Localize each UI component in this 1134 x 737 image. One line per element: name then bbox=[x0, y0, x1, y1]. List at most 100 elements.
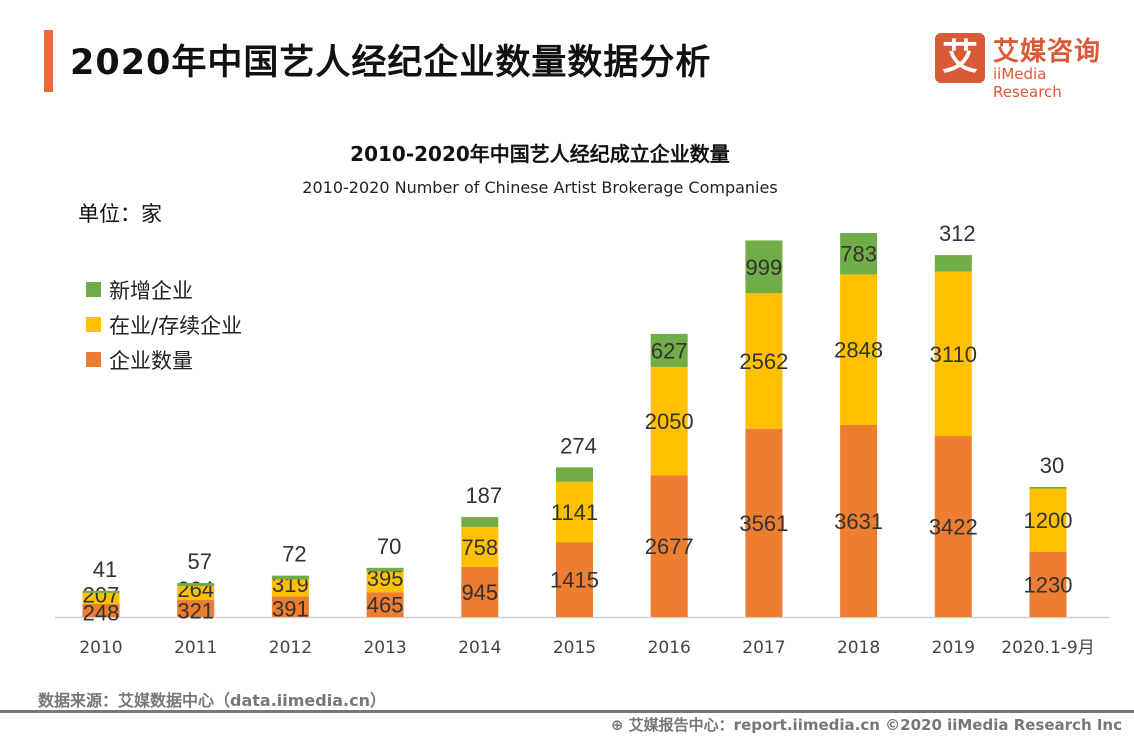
bar-segment bbox=[82, 592, 120, 604]
bar-segment bbox=[82, 603, 120, 617]
bar-segment bbox=[177, 586, 215, 601]
data-label: 30 bbox=[1040, 453, 1064, 478]
bar-segment bbox=[177, 600, 215, 617]
data-label: 57 bbox=[187, 549, 211, 574]
data-label: 1230 bbox=[1024, 572, 1073, 597]
x-tick-label: 2013 bbox=[363, 638, 406, 658]
globe-cursor-icon: ⊕ bbox=[610, 716, 629, 734]
logo-mark: 艾 bbox=[935, 33, 985, 83]
bar-segment bbox=[366, 571, 404, 593]
bar-segment bbox=[556, 481, 593, 543]
legend: 新增企业在业/存续企业 企业数量 bbox=[86, 272, 242, 377]
data-label: 72 bbox=[282, 542, 306, 567]
bar-segment bbox=[461, 517, 499, 527]
data-label: 2677 bbox=[645, 534, 694, 559]
x-tick-label: 2014 bbox=[458, 638, 501, 658]
title-accent-bar bbox=[44, 30, 53, 92]
data-label: 758 bbox=[461, 535, 498, 560]
data-label: 1200 bbox=[1024, 508, 1073, 533]
data-label: 312 bbox=[939, 221, 976, 246]
data-label: 2848 bbox=[834, 338, 883, 363]
chart-title: 2010-2020年中国艺人经纪成立企业数量 bbox=[350, 142, 730, 166]
bar-segment bbox=[366, 592, 404, 617]
logo-cn: 艾媒咨询 bbox=[993, 37, 1102, 67]
data-label: 2562 bbox=[739, 349, 788, 374]
x-tick-label: 2017 bbox=[742, 638, 785, 658]
data-label: 945 bbox=[461, 580, 498, 605]
legend-label: 企业数量 bbox=[109, 348, 193, 373]
legend-item: 新增企业 bbox=[86, 272, 242, 307]
data-label: 465 bbox=[367, 593, 404, 618]
bar-segment bbox=[271, 575, 309, 580]
data-label: 41 bbox=[93, 557, 117, 582]
x-tick-label: 2010 bbox=[79, 638, 122, 658]
data-label: 627 bbox=[651, 338, 688, 363]
bar-segment bbox=[271, 579, 309, 597]
data-label: 1141 bbox=[551, 500, 598, 525]
data-label: 187 bbox=[465, 483, 502, 508]
bar-segment bbox=[461, 567, 499, 617]
chart-subtitle: 2010-2020 Number of Chinese Artist Broke… bbox=[302, 178, 778, 197]
bar-segment bbox=[840, 233, 878, 275]
x-tick-label: 2011 bbox=[174, 638, 217, 658]
legend-label: 在业/存续企业 bbox=[109, 313, 243, 338]
bar-segment bbox=[1029, 486, 1067, 489]
data-label: 3110 bbox=[930, 342, 977, 367]
bar-segment bbox=[840, 425, 878, 617]
x-tick-label: 2020.1-9月 bbox=[1001, 638, 1094, 658]
data-label: 3631 bbox=[834, 509, 883, 534]
bar-segment bbox=[934, 436, 972, 617]
x-tick-label: 2015 bbox=[553, 638, 596, 658]
data-label: 321 bbox=[177, 599, 214, 624]
data-label: 783 bbox=[840, 242, 877, 267]
x-tick-label: 2016 bbox=[648, 638, 691, 658]
footer-text: 艾媒报告中心：report.iimedia.cn ©2020 iiMedia R… bbox=[628, 716, 1122, 734]
page-title: 2020年中国艺人经纪企业数量数据分析 bbox=[70, 43, 712, 83]
footer: ⊕ 艾媒报告中心：report.iimedia.cn ©2020 iiMedia… bbox=[611, 714, 1122, 735]
bar-segment bbox=[650, 475, 688, 617]
legend-label: 新增企业 bbox=[109, 278, 193, 303]
x-tick-label: 2012 bbox=[269, 638, 312, 658]
footer-divider bbox=[0, 710, 1134, 713]
logo-en: iiMedia Research bbox=[993, 65, 1062, 101]
iimedia-logo: 艾 艾媒咨询 iiMedia Research bbox=[935, 33, 1115, 101]
data-label: 264 bbox=[177, 577, 214, 602]
data-label: 319 bbox=[272, 572, 309, 597]
bar-segment bbox=[461, 526, 499, 568]
bar-segment bbox=[650, 367, 688, 476]
data-label: 391 bbox=[272, 597, 309, 622]
bar-segment bbox=[1029, 488, 1067, 552]
data-label: 3561 bbox=[739, 511, 788, 536]
data-label: 274 bbox=[560, 433, 597, 458]
legend-swatch bbox=[86, 317, 101, 332]
bar-segment bbox=[556, 467, 593, 482]
x-tick-label: 2019 bbox=[932, 638, 975, 658]
bar-segment bbox=[366, 567, 404, 572]
bar-segment bbox=[556, 542, 593, 617]
bar-segment bbox=[745, 240, 783, 294]
data-label: 999 bbox=[746, 255, 783, 280]
bar-segment bbox=[177, 583, 215, 587]
legend-item: 在业/存续企业 bbox=[86, 307, 242, 342]
bar-segment bbox=[934, 255, 972, 272]
bar-segment bbox=[840, 274, 878, 425]
data-source: 数据来源：艾媒数据中心（data.iimedia.cn） bbox=[38, 691, 386, 710]
data-label: 207 bbox=[83, 582, 120, 607]
data-label: 248 bbox=[83, 600, 120, 625]
legend-swatch bbox=[86, 352, 101, 367]
bar-segment bbox=[745, 293, 783, 429]
data-label: 70 bbox=[377, 534, 401, 559]
bar-segment bbox=[650, 333, 688, 368]
legend-swatch bbox=[86, 282, 101, 297]
legend-item: 企业数量 bbox=[86, 342, 242, 377]
data-label: 2050 bbox=[645, 409, 694, 434]
data-label: 1415 bbox=[550, 568, 599, 593]
bar-segment bbox=[934, 271, 972, 437]
unit-label: 单位：家 bbox=[78, 202, 162, 226]
x-tick-label: 2018 bbox=[837, 638, 880, 658]
bar-segment bbox=[745, 428, 783, 617]
bar-segment bbox=[82, 590, 120, 593]
bar-segment bbox=[1029, 551, 1067, 617]
